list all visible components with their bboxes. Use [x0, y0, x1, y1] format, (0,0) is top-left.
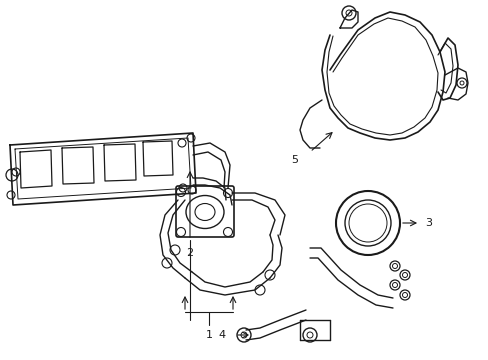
Text: 1: 1	[205, 330, 212, 340]
Text: 2: 2	[186, 248, 193, 258]
Text: 4: 4	[219, 330, 225, 340]
Text: 5: 5	[291, 155, 298, 165]
Text: 3: 3	[424, 218, 431, 228]
